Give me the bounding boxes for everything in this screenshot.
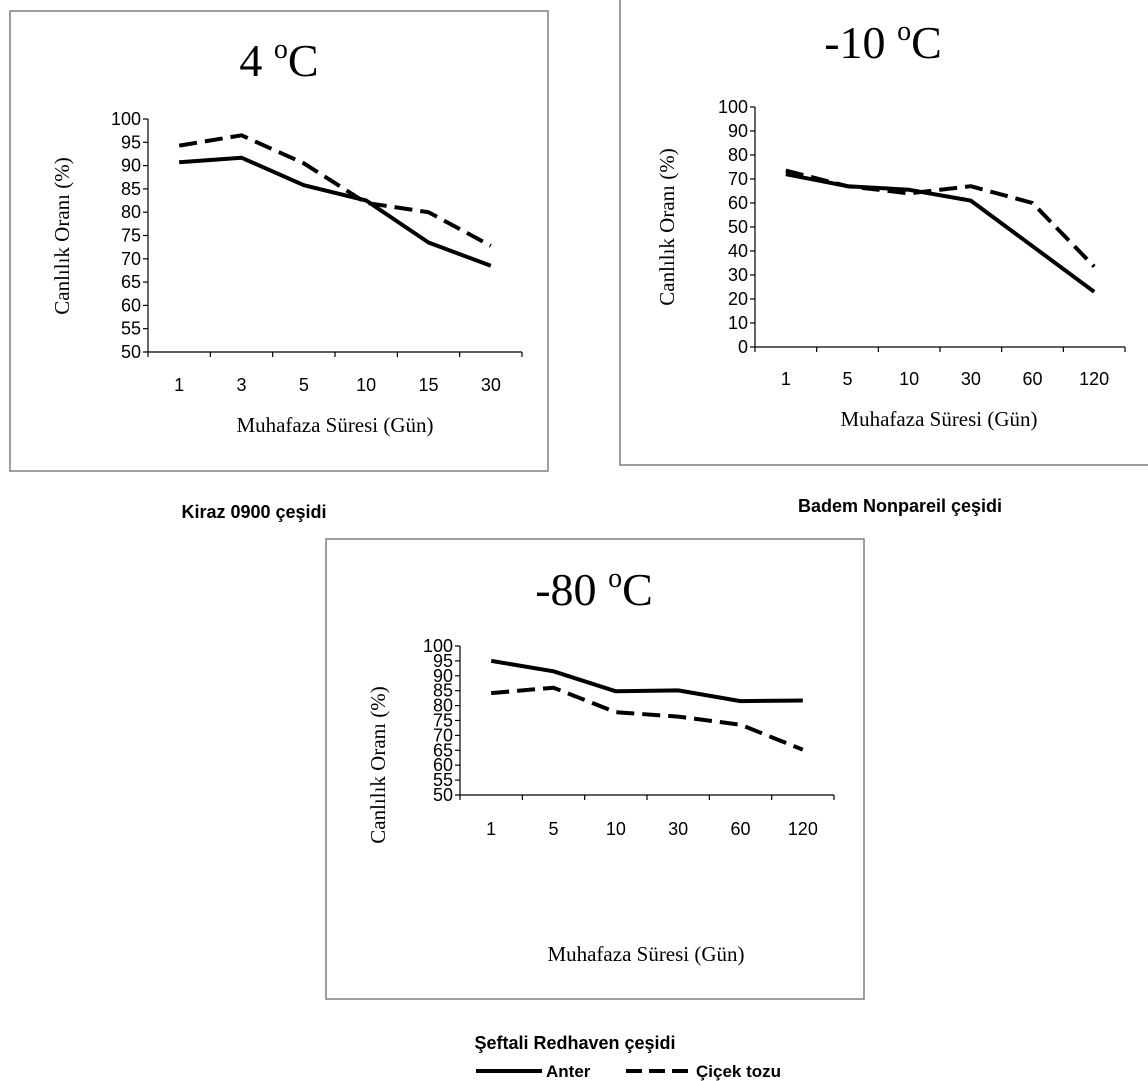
y-tick-label: 60 [728,193,748,213]
series-line-anter [179,155,492,268]
x-tick-label: 10 [606,819,626,839]
x-tick-label: 120 [788,819,818,839]
x-tick-label: 30 [961,369,981,389]
y-tick-label: 20 [728,289,748,309]
legend-label-cicek-tozu: Çiçek tozu [696,1062,781,1081]
y-tick-label: 55 [121,319,141,339]
x-tick-label: 3 [236,375,246,395]
y-tick-label: 90 [121,156,141,176]
y-tick-label: 30 [728,265,748,285]
y-tick-label: 50 [728,217,748,237]
x-tick-label: 5 [842,369,852,389]
chart-frame [619,0,1148,466]
y-tick-label: 10 [728,313,748,333]
x-tick-label: 1 [486,819,496,839]
chart-title: -10 oC [824,16,942,68]
x-tick-label: 1 [781,369,791,389]
x-tick-label: 10 [899,369,919,389]
chart-title: 4 oC [239,34,318,86]
y-tick-label: 80 [121,202,141,222]
y-tick-label: 100 [718,97,748,117]
panel-caption: Badem Nonpareil çeşidi [798,496,1002,516]
y-tick-label: 85 [433,681,453,701]
panel-kiraz: 4 oC 50 55 60 65 70 75 80 85 90 95 100 1 3 5 10 15 30 Ca… [9,10,549,522]
y-tick-label: 70 [121,249,141,269]
chart-frame [9,10,549,472]
chart-frame [325,538,865,1000]
y-axis-label: Canlılık Oranı (%) [366,686,390,843]
y-tick-label: 60 [121,295,141,315]
x-tick-label: 60 [730,819,750,839]
axes: 0 10 20 30 40 50 60 70 80 90 100 1 5 10 30 60 120 [718,97,1126,389]
series-line-anter [785,172,1096,294]
y-tick-label: 100 [423,636,453,656]
y-tick-label: 70 [433,725,453,745]
y-tick-label: 85 [121,179,141,199]
y-tick-label: 55 [433,770,453,790]
x-tick-label: 1 [174,375,184,395]
y-tick-label: 80 [433,696,453,716]
y-axis-label: Canlılık Oranı (%) [655,148,679,305]
legend-label-anter: Anter [546,1062,591,1081]
x-tick-label: 5 [299,375,309,395]
y-tick-label: 95 [433,651,453,671]
y-tick-label: 95 [121,132,141,152]
y-tick-label: 100 [111,109,141,129]
y-axis-label: Canlılık Oranı (%) [50,157,74,314]
y-tick-label: 70 [728,169,748,189]
x-tick-label: 60 [1022,369,1042,389]
x-axis-label: Muhafaza Süresi (Gün) [840,407,1037,431]
x-axis-label: Muhafaza Süresi (Gün) [547,942,744,966]
x-tick-label: 30 [668,819,688,839]
x-tick-label: 15 [418,375,438,395]
chart-title: -80 oC [535,563,653,615]
y-tick-label: 65 [433,740,453,760]
y-tick-label: 75 [433,711,453,731]
panel-badem: -10 oC 0 10 20 30 40 50 60 70 80 90 100 1 5 10 30 60 120… [619,0,1148,516]
x-axis-label: Muhafaza Süresi (Gün) [236,413,433,437]
y-tick-label: 60 [433,755,453,775]
legend: Anter Çiçek tozu [476,1062,781,1081]
series-line-cicek-tozu [785,168,1096,268]
x-tick-label: 120 [1079,369,1109,389]
y-tick-label: 65 [121,272,141,292]
x-tick-label: 5 [548,819,558,839]
series-line-cicek-tozu [178,133,492,248]
y-tick-label: 50 [121,342,141,362]
axes: 50 55 60 65 70 75 80 85 90 95 100 1 3 5 10 15 30 [111,109,523,395]
panel-caption: Şeftali Redhaven çeşidi [474,1033,675,1053]
y-tick-label: 0 [738,337,748,357]
y-tick-label: 90 [728,121,748,141]
panel-caption: Kiraz 0900 çeşidi [181,502,326,522]
y-tick-label: 40 [728,241,748,261]
y-tick-label: 75 [121,226,141,246]
y-tick-label: 80 [728,145,748,165]
x-tick-label: 10 [356,375,376,395]
x-tick-label: 30 [481,375,501,395]
y-tick-label: 50 [433,785,453,805]
series-line-anter [490,658,803,704]
y-tick-label: 90 [433,666,453,686]
series-line-cicek-tozu [491,685,804,752]
